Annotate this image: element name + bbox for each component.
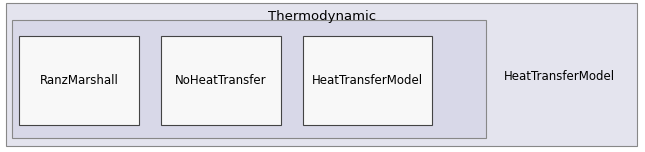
Bar (161, 36, 281, 125)
Text: HeatTransferModel: HeatTransferModel (504, 69, 615, 83)
Bar (12, 20, 486, 138)
Text: RanzMarshall: RanzMarshall (39, 74, 119, 87)
Text: NoHeatTransfer: NoHeatTransfer (175, 74, 267, 87)
Bar (303, 36, 432, 125)
Text: HeatTransferModel: HeatTransferModel (312, 74, 423, 87)
Bar (19, 36, 139, 125)
Text: Thermodynamic: Thermodynamic (268, 10, 377, 23)
